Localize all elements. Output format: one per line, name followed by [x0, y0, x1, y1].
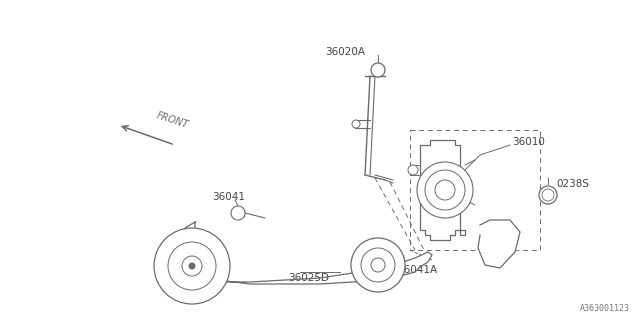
Text: FRONT: FRONT: [155, 110, 189, 130]
Circle shape: [351, 238, 405, 292]
Polygon shape: [175, 222, 432, 284]
Text: 36010: 36010: [512, 137, 545, 147]
Text: A363001123: A363001123: [580, 304, 630, 313]
Circle shape: [352, 120, 360, 128]
Circle shape: [372, 64, 384, 76]
Circle shape: [189, 263, 195, 269]
Circle shape: [231, 206, 245, 220]
Polygon shape: [478, 220, 520, 268]
Text: 36041A: 36041A: [397, 265, 437, 275]
Circle shape: [371, 63, 385, 77]
Text: 36020A: 36020A: [325, 47, 365, 57]
Circle shape: [539, 186, 557, 204]
Circle shape: [408, 165, 418, 175]
Polygon shape: [420, 140, 465, 240]
Circle shape: [417, 162, 473, 218]
Text: 0238S: 0238S: [556, 179, 589, 189]
Circle shape: [154, 228, 230, 304]
Text: 36025D: 36025D: [288, 273, 329, 283]
Text: 36041: 36041: [212, 192, 245, 202]
